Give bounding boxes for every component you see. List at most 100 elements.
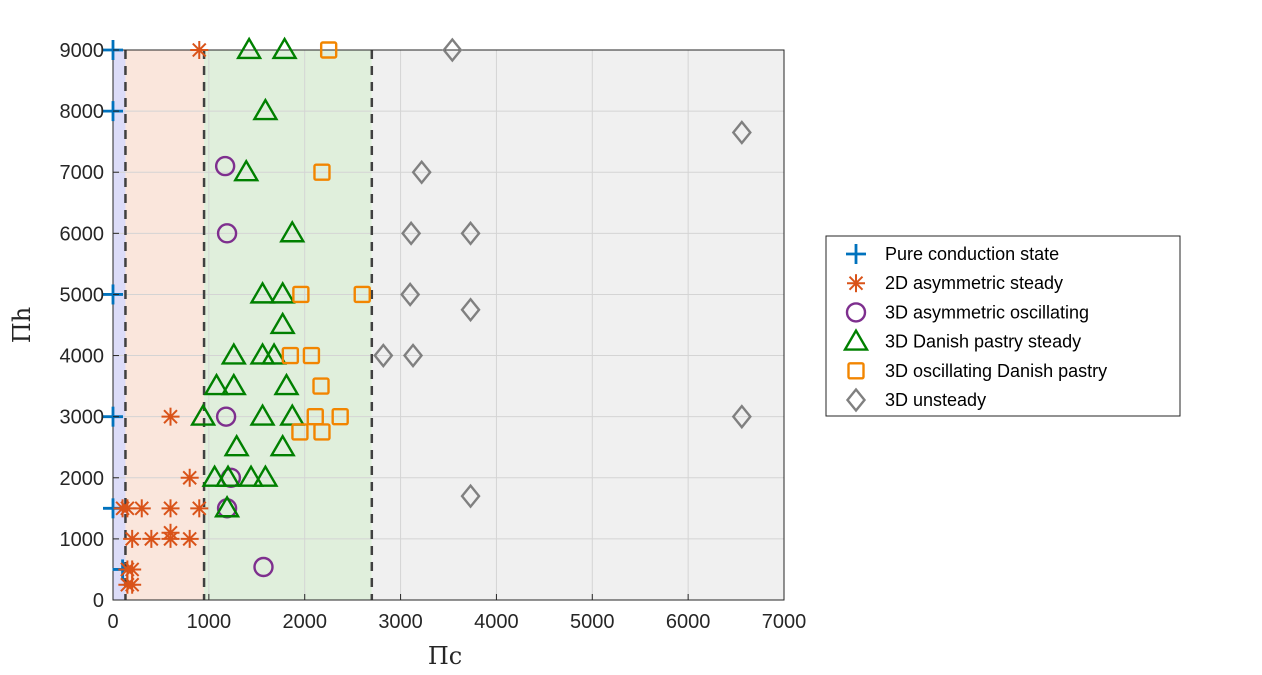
y-tick-label: 2000 xyxy=(60,468,105,490)
data-point-asterisk xyxy=(123,529,142,548)
data-point-triangle xyxy=(214,464,242,487)
data-point-triangle xyxy=(190,403,217,426)
data-point-diamond xyxy=(460,220,481,246)
legend-label: Pure conduction state xyxy=(885,244,1059,264)
data-point-diamond xyxy=(731,120,752,145)
x-tick-label: 2000 xyxy=(282,611,327,633)
data-point-triangle xyxy=(252,97,279,121)
data-point-square xyxy=(353,285,371,304)
legend-item: 2D asymmetric steady xyxy=(847,273,1063,293)
series-asterisk xyxy=(113,41,209,594)
y-tick-label: 0 xyxy=(93,590,104,612)
data-point-square xyxy=(313,423,331,441)
data-point-asterisk xyxy=(190,41,209,59)
data-point-circle xyxy=(253,556,274,578)
series-diamond xyxy=(373,37,752,509)
series-triangle xyxy=(190,36,306,518)
y-tick-label: 7000 xyxy=(60,162,105,184)
data-point-asterisk xyxy=(142,529,161,548)
data-point-triangle xyxy=(213,494,241,518)
data-point-square xyxy=(302,346,321,365)
regions-layer xyxy=(113,50,784,600)
legend-item: 3D Danish pastry steady xyxy=(842,328,1081,352)
data-point-triangle xyxy=(269,281,296,304)
data-point-triangle xyxy=(271,36,298,60)
points-layer xyxy=(103,36,752,594)
data-point-asterisk xyxy=(161,523,180,542)
legend-box xyxy=(825,235,1181,417)
ticks-layer: 0 1000 2000 3000 4000 5000 6000 7000 0 1000 2000 30… xyxy=(60,40,807,633)
data-point-diamond xyxy=(460,483,481,509)
data-point-asterisk xyxy=(180,529,199,548)
legend-label: 3D unsteady xyxy=(885,390,986,410)
data-point-asterisk xyxy=(132,499,151,518)
legend-label: 3D Danish pastry steady xyxy=(885,332,1081,352)
data-point-diamond xyxy=(411,159,432,185)
data-point-triangle xyxy=(220,342,247,365)
data-point-square xyxy=(319,41,338,59)
data-point-asterisk xyxy=(123,560,142,579)
region-1 xyxy=(113,50,126,600)
y-tick-label: 8000 xyxy=(60,101,105,123)
y-tick-label: 9000 xyxy=(60,40,105,62)
legend-item: 3D unsteady xyxy=(845,387,986,413)
data-point-triangle xyxy=(249,403,276,426)
data-point-diamond xyxy=(373,343,394,368)
data-point-triangle xyxy=(273,372,300,396)
legend-marker-circle xyxy=(845,302,867,323)
legend-marker-diamond xyxy=(845,387,867,413)
data-point-triangle xyxy=(249,281,276,304)
region-2 xyxy=(125,50,205,600)
x-tick-label: 6000 xyxy=(666,611,711,633)
data-point-asterisk xyxy=(180,468,199,487)
legend-marker-plus xyxy=(846,244,866,264)
x-tick-label: 1000 xyxy=(187,611,232,633)
data-point-square xyxy=(291,423,309,441)
y-tick-label: 1000 xyxy=(60,529,105,551)
data-point-circle xyxy=(215,406,237,427)
data-point-square xyxy=(292,285,310,304)
legend-marker-asterisk xyxy=(847,274,865,293)
data-point-asterisk xyxy=(161,407,180,426)
x-tick-label: 7000 xyxy=(762,611,807,633)
data-point-circle xyxy=(216,223,238,244)
data-point-triangle xyxy=(269,433,296,457)
data-point-asterisk xyxy=(123,575,142,594)
legend-item: Pure conduction state xyxy=(846,244,1059,264)
data-point-asterisk xyxy=(190,499,209,518)
legend-label: 2D asymmetric steady xyxy=(885,273,1063,293)
data-point-diamond xyxy=(731,404,752,430)
data-point-square xyxy=(281,346,300,365)
legend-label: 3D oscillating Danish pastry xyxy=(885,361,1107,381)
y-tick-label: 3000 xyxy=(60,407,105,429)
y-tick-label: 5000 xyxy=(60,284,105,306)
legend-label: 3D asymmetric oscillating xyxy=(885,302,1089,322)
plot-frame xyxy=(112,49,785,601)
legend-item: 3D asymmetric oscillating xyxy=(845,302,1089,323)
legend-item: 3D oscillating Danish pastry xyxy=(847,361,1107,381)
region-4 xyxy=(371,50,784,600)
data-point-triangle xyxy=(233,158,260,182)
data-point-square xyxy=(312,377,330,395)
data-point-triangle xyxy=(252,464,279,487)
boundary-layer xyxy=(124,50,374,600)
data-point-diamond xyxy=(401,220,422,246)
legend-marker-square xyxy=(847,362,865,380)
y-tick-label: 4000 xyxy=(60,346,105,368)
x-tick-label: 0 xyxy=(107,611,118,633)
data-point-triangle xyxy=(236,36,263,60)
data-point-triangle xyxy=(201,464,228,487)
data-point-triangle xyxy=(223,433,250,457)
data-point-asterisk xyxy=(161,499,180,518)
data-point-triangle xyxy=(220,372,247,396)
data-point-triangle xyxy=(203,372,230,396)
data-point-circle xyxy=(214,155,236,177)
data-point-diamond xyxy=(442,37,463,63)
series-square xyxy=(281,41,371,441)
x-tick-label: 3000 xyxy=(378,611,423,633)
y-tick-label: 6000 xyxy=(60,223,105,245)
x-tick-label: 5000 xyxy=(570,611,615,633)
data-point-triangle xyxy=(260,342,288,365)
data-point-triangle xyxy=(237,464,265,487)
